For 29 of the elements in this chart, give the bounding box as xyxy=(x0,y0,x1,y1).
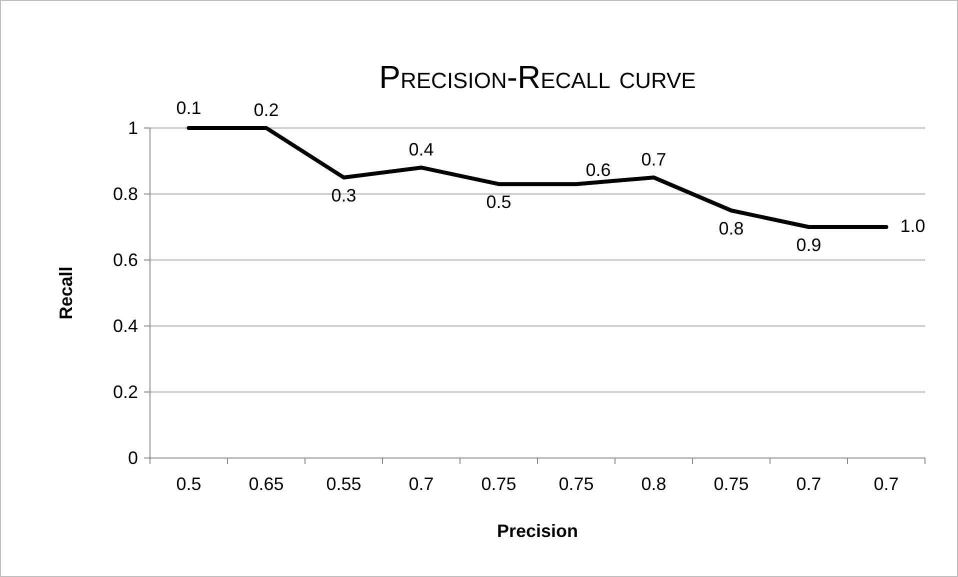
annotation: 0.6 xyxy=(586,160,611,180)
y-axis-title: Recall xyxy=(56,266,76,320)
x-tick-label: 0.7 xyxy=(874,474,899,494)
chart-title: Precision-Recall curve xyxy=(379,59,696,95)
y-tick-label: 0 xyxy=(128,448,138,468)
x-tick-label: 0.75 xyxy=(481,474,516,494)
y-tick-label: 0.4 xyxy=(112,316,138,336)
y-tick-label: 1 xyxy=(128,118,138,138)
annotation: 1.0 xyxy=(900,216,926,236)
x-tick-label: 0.55 xyxy=(326,474,362,494)
x-tick-label: 0.75 xyxy=(714,474,749,494)
x-tick-label: 0.75 xyxy=(558,474,594,494)
y-tick-label: 0.2 xyxy=(112,382,138,402)
annotation: 0.7 xyxy=(641,150,666,170)
annotation: 0.8 xyxy=(718,218,744,238)
y-tick-label: 0.6 xyxy=(112,250,138,270)
text: 0.2 xyxy=(254,100,279,120)
x-tick-label: 0.65 xyxy=(248,474,284,494)
annotation: 0.5 xyxy=(486,192,512,212)
annotation: 0.9 xyxy=(796,235,822,255)
x-tick-label: 0.7 xyxy=(796,474,822,494)
x-tick-label: 0.7 xyxy=(408,474,434,494)
annotation: 0.4 xyxy=(408,140,434,160)
x-tick-label: 0.5 xyxy=(176,474,202,494)
y-tick-label: 0.8 xyxy=(112,184,138,204)
x-axis-title: Precision xyxy=(496,521,578,541)
text: 0.1 xyxy=(176,98,202,118)
annotation: 0.3 xyxy=(331,186,356,206)
x-tick-label: 0.8 xyxy=(641,474,666,494)
